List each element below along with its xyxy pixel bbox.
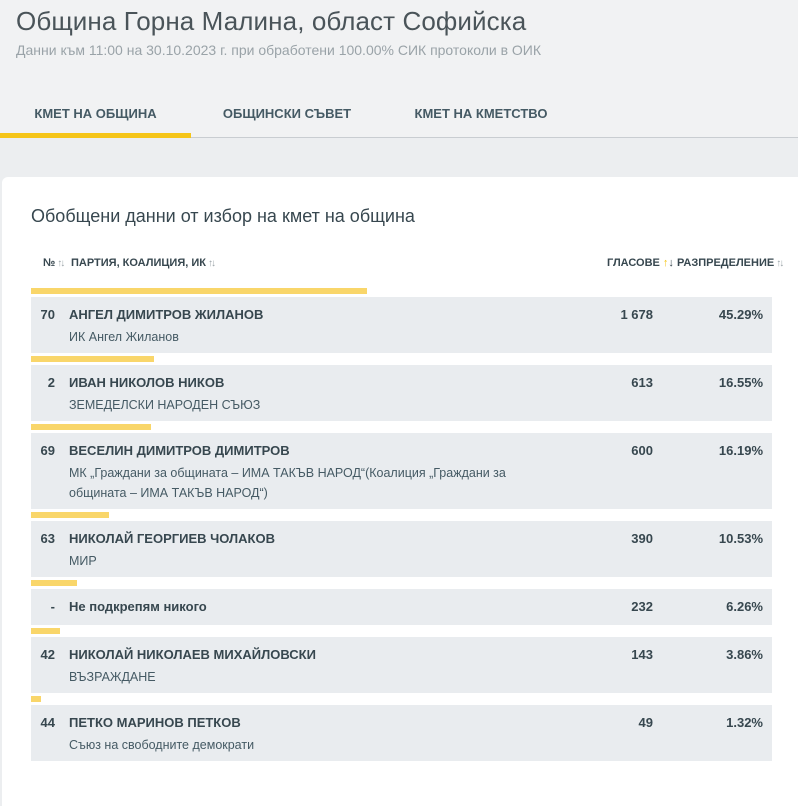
header-votes[interactable]: ГЛАСОВЕ ↑↓	[607, 257, 674, 269]
tab-mayor-township[interactable]: КМЕТ НА КМЕТСТВО	[414, 105, 548, 121]
party-name: МК „Граждани за общината – ИМА ТАКЪВ НАР…	[69, 466, 506, 500]
row-body: 44 ПЕТКО МАРИНОВ ПЕТКОВ Съюз на свободни…	[31, 705, 772, 761]
section-title: Обобщени данни от избор на кмет на общин…	[31, 206, 415, 226]
tab-municipal-council[interactable]: ОБЩИНСКИ СЪВЕТ	[222, 105, 352, 121]
candidate-number: 63	[40, 531, 55, 546]
candidate-number: 70	[40, 307, 55, 322]
header-party[interactable]: ПАРТИЯ, КОАЛИЦИЯ, ИК ↑↓	[71, 257, 216, 269]
page-title: Община Горна Малина, област Софийска	[16, 6, 527, 36]
sort-icon: ↑↓	[207, 257, 216, 269]
candidate-name: ПЕТКО МАРИНОВ ПЕТКОВ	[69, 715, 241, 730]
party-name: Съюз на свободните демократи	[69, 738, 255, 752]
row-body: 42 НИКОЛАЙ НИКОЛАЕВ МИХАЙЛОВСКИ ВЪЗРАЖДА…	[31, 637, 772, 693]
row-body: 63 НИКОЛАЙ ГЕОРГИЕВ ЧОЛАКОВ МИР 390 10.5…	[31, 521, 772, 577]
candidate-number: -	[50, 599, 55, 614]
share-bar	[31, 512, 110, 518]
votes-value: 600	[631, 443, 653, 458]
votes-value: 232	[631, 599, 653, 614]
candidate-name: АНГЕЛ ДИМИТРОВ ЖИЛАНОВ	[69, 307, 264, 322]
candidate-number: 2	[47, 375, 55, 390]
table-header: № ↑↓ ПАРТИЯ, КОАЛИЦИЯ, ИК ↑↓ ГЛАСОВЕ ↑↓ РАЗ…	[31, 257, 784, 273]
share-bar	[31, 580, 78, 586]
party-name: ЗЕМЕДЕЛСКИ НАРОДЕН СЪЮЗ	[69, 398, 261, 412]
percent-value: 16.55%	[718, 375, 763, 390]
candidate-name: НИКОЛАЙ НИКОЛАЕВ МИХАЙЛОВСКИ	[69, 647, 316, 662]
candidate-name: ВЕСЕЛИН ДИМИТРОВ ДИМИТРОВ	[69, 443, 290, 458]
page-header: Община Горна Малина, област Софийска Дан…	[0, 0, 798, 138]
page-subtitle: Данни към 11:00 на 30.10.2023 г. при обр…	[16, 42, 542, 58]
percent-value: 3.86%	[726, 647, 763, 662]
results-card: Обобщени данни от избор на кмет на общин…	[2, 177, 798, 806]
votes-value: 1 678	[620, 307, 653, 322]
share-bar	[31, 628, 60, 634]
percent-value: 16.19%	[718, 443, 763, 458]
header-number[interactable]: № ↑↓	[43, 257, 65, 269]
votes-value: 49	[638, 715, 653, 730]
candidate-name: НИКОЛАЙ ГЕОРГИЕВ ЧОЛАКОВ	[69, 531, 275, 546]
percent-value: 1.32%	[726, 715, 763, 730]
share-bar	[31, 288, 367, 294]
party-name: МИР	[69, 554, 97, 568]
share-bar	[31, 696, 41, 702]
votes-value: 143	[631, 647, 653, 662]
percent-value: 10.53%	[718, 531, 763, 546]
tab-bar: КМЕТ НА ОБЩИНА ОБЩИНСКИ СЪВЕТ КМЕТ НА КМ…	[0, 88, 798, 138]
candidate-number: 44	[40, 715, 55, 730]
candidate-number: 42	[40, 647, 55, 662]
candidate-name: ИВАН НИКОЛОВ НИКОВ	[69, 375, 225, 390]
party-name: ИК Ангел Жиланов	[69, 330, 179, 344]
tab-mayor-municipality[interactable]: КМЕТ НА ОБЩИНА	[0, 88, 191, 138]
percent-value: 6.26%	[726, 599, 763, 614]
sort-icon: ↑↓	[57, 257, 65, 269]
share-bar	[31, 424, 151, 430]
row-body: 70 АНГЕЛ ДИМИТРОВ ЖИЛАНОВ ИК Ангел Жилан…	[31, 297, 772, 353]
sort-icon: ↑↓	[776, 257, 784, 269]
votes-value: 613	[631, 375, 653, 390]
row-body: 2 ИВАН НИКОЛОВ НИКОВ ЗЕМЕДЕЛСКИ НАРОДЕН …	[31, 365, 772, 421]
sort-desc-icon: ↑↓	[662, 257, 674, 269]
candidate-number: 69	[40, 443, 55, 458]
row-body: 69 ВЕСЕЛИН ДИМИТРОВ ДИМИТРОВ МК „Граждан…	[31, 433, 772, 509]
party-name: ВЪЗРАЖДАНЕ	[69, 670, 156, 684]
votes-value: 390	[631, 531, 653, 546]
candidate-name: Не подкрепям никого	[69, 599, 207, 614]
share-bar	[31, 356, 154, 362]
row-body: - Не подкрепям никого 232 6.26%	[31, 589, 772, 625]
header-distribution[interactable]: РАЗПРЕДЕЛЕНИЕ ↑↓	[677, 257, 784, 269]
percent-value: 45.29%	[718, 307, 763, 322]
